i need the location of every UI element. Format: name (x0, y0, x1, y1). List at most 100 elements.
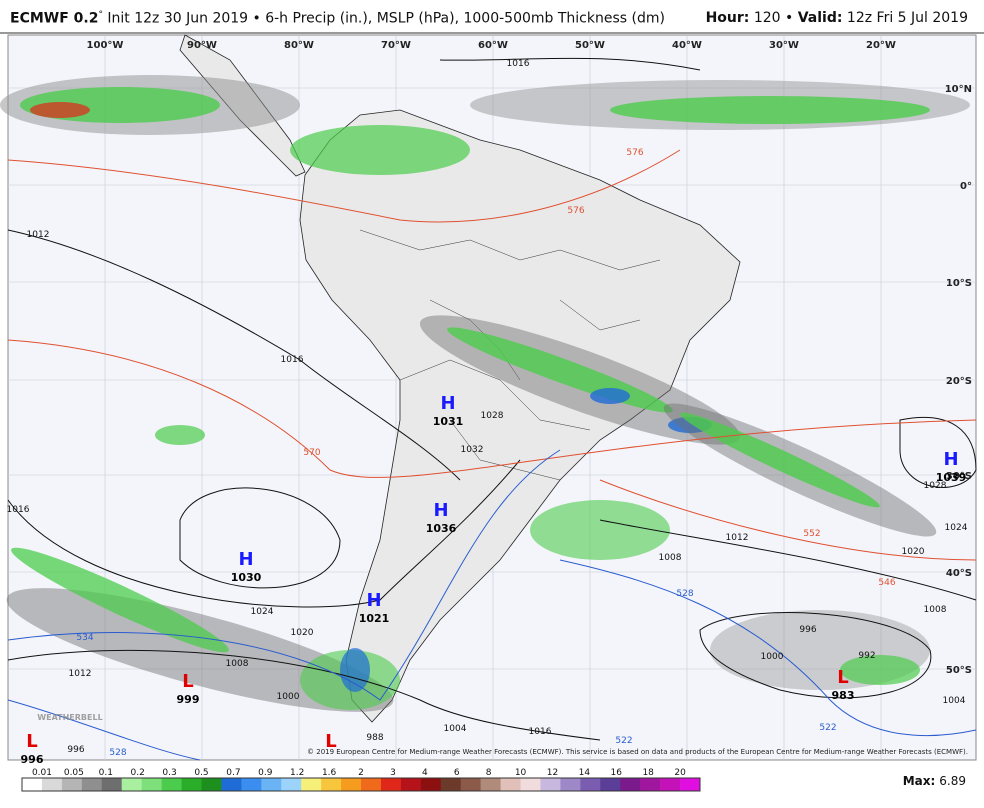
center-pressure: 1030 (231, 571, 262, 584)
colorbar-swatch (640, 778, 661, 791)
isobar-label: 996 (67, 745, 84, 755)
center-pressure: 983 (832, 689, 855, 702)
watermark: WEATHERBELL (37, 713, 102, 722)
colorbar-swatch (620, 778, 641, 791)
isobar-label: 992 (858, 651, 875, 661)
colorbar-swatch (101, 778, 123, 791)
center-letter: H (943, 449, 958, 470)
max-value: 6.89 (939, 774, 966, 788)
center-letter: H (440, 393, 455, 414)
colorbar-label: 0.3 (162, 768, 176, 778)
latitude-label: 10°S (946, 278, 972, 289)
colorbar-swatch (221, 778, 242, 791)
longitude-label: 70°W (381, 40, 411, 51)
colorbar-swatch (400, 778, 422, 791)
colorbar-label: 16 (611, 768, 623, 778)
colorbar-swatch (600, 778, 621, 791)
thickness-label: 528 (109, 748, 126, 758)
center-letter: H (433, 500, 448, 521)
isobar-label: 1016 (507, 59, 530, 69)
thickness-label: 522 (615, 736, 632, 746)
colorbar-label: 14 (579, 768, 591, 778)
colorbar-label: 0.9 (258, 768, 273, 778)
latitude-label: 20°S (946, 376, 972, 387)
colorbar-frame (21, 777, 701, 792)
copyright: © 2019 European Centre for Medium-range … (307, 748, 968, 756)
colorbar-swatch (540, 778, 561, 791)
colorbar-swatch (261, 778, 282, 791)
colorbar-swatch (281, 778, 302, 791)
center-letter: L (182, 671, 193, 692)
model: ECMWF 0.2 (10, 10, 99, 27)
isobars (7, 57, 977, 741)
colorbar-swatch (680, 778, 701, 791)
isobar-label: 1028 (481, 411, 504, 421)
colorbar-label: 0.5 (194, 768, 208, 778)
valid: 12z Fri 5 Jul 2019 (846, 10, 968, 26)
isobar-label: 1032 (461, 445, 484, 455)
degree: ° (98, 10, 103, 20)
colorbar-swatch (181, 778, 202, 791)
description: Init 12z 30 Jun 2019 • 6-h Precip (in.),… (107, 10, 665, 27)
colorbar-label: 1.6 (322, 768, 337, 778)
colorbar-swatch (81, 778, 103, 791)
colorbar-swatch (121, 778, 142, 791)
center-pressure: 1021 (359, 612, 390, 625)
center-pressure: 1036 (426, 522, 457, 535)
colorbar-swatch (500, 778, 521, 791)
thickness-label: 552 (803, 529, 820, 539)
isobar-label: 1024 (945, 523, 968, 533)
max-label: Max: (903, 774, 936, 788)
isobar-label: 1020 (291, 628, 314, 638)
colorbar-label: 3 (390, 768, 396, 778)
isobar-label: 1012 (27, 230, 50, 240)
latitude-label: 50°S (946, 665, 972, 676)
colorbar-swatch (241, 778, 262, 791)
colorbar-label: 6 (454, 768, 460, 778)
colorbar-swatch (420, 778, 442, 791)
thickness-label: 546 (878, 578, 895, 588)
isobar-label: 1008 (924, 605, 947, 615)
colorbar-swatch (440, 778, 462, 791)
colorbar-label: 0.01 (32, 768, 52, 778)
colorbar-label: 0.2 (131, 768, 145, 778)
isobar-label: 1016 (7, 505, 30, 515)
colorbar-swatch (520, 778, 541, 791)
longitude-label: 40°W (672, 40, 702, 51)
precip (0, 75, 970, 712)
center-pressure: 1039 (936, 471, 967, 484)
latitude-label: 10°N (945, 84, 972, 95)
colorbar-label: 20 (674, 768, 686, 778)
colorbar-swatch (580, 778, 601, 791)
land (299, 109, 741, 723)
colorbar-swatch (660, 778, 681, 791)
colorbar-label: 8 (486, 768, 492, 778)
colorbar-label: 0.7 (226, 768, 240, 778)
colorbar-label: 10 (515, 768, 527, 778)
center-pressure: 1031 (433, 415, 464, 428)
colorbar-swatch (560, 778, 581, 791)
isobar-label: 1020 (902, 547, 925, 557)
colorbar-swatch (321, 778, 342, 791)
colorbar-label: 0.1 (99, 768, 113, 778)
thickness-label: 528 (676, 589, 693, 599)
isobar-label: 1008 (659, 553, 682, 563)
longitude-label: 90°W (187, 40, 217, 51)
colorbar-swatch (301, 778, 322, 791)
latitude-label: 30°S (946, 471, 972, 482)
isobar-label: 988 (366, 733, 383, 743)
isobar-label: 1008 (226, 659, 249, 669)
max-text: Max: 6.89 (903, 774, 966, 788)
longitude-label: 20°W (866, 40, 896, 51)
isobar-label: 1016 (529, 727, 552, 737)
isobar-label: 1004 (943, 696, 966, 706)
isobar-label: 1016 (281, 355, 304, 365)
colorbar-label: 1.2 (290, 768, 304, 778)
colorbar-swatch (61, 778, 83, 791)
center-letter: L (325, 731, 336, 752)
longitude-label: 30°W (769, 40, 799, 51)
separator: • (785, 10, 794, 26)
center-letter: H (366, 590, 381, 611)
